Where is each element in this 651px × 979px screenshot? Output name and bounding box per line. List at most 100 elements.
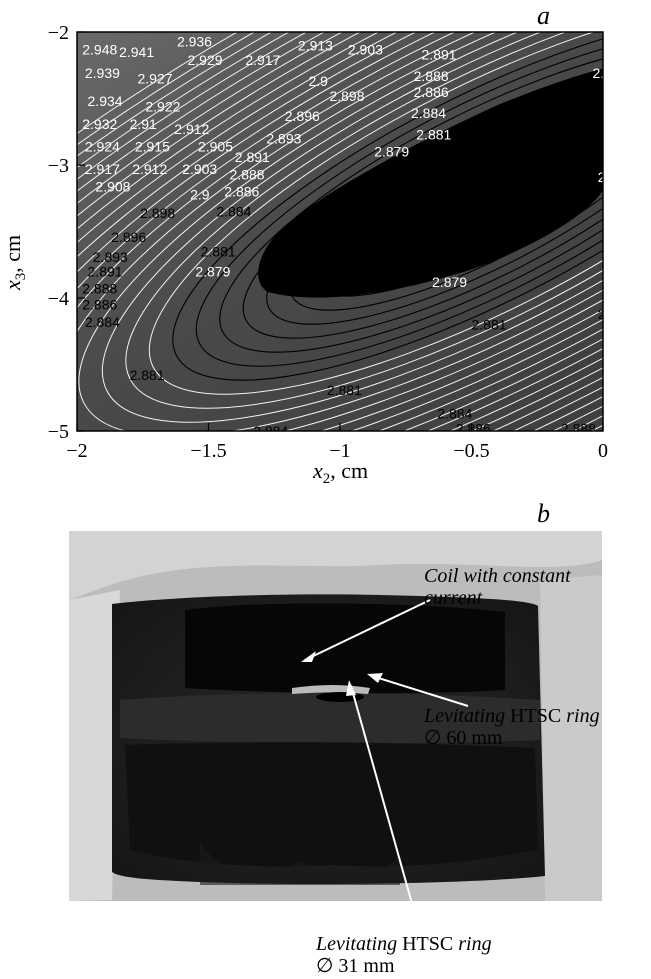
contour-line [195,32,603,367]
contour-label: 2.886 [414,84,449,100]
ring60-label-size: ∅ 60 mm [424,727,503,749]
contour-label: 2.891 [235,149,270,165]
coil-label-line1: Coil with constant [424,565,571,587]
photo-frame-left [69,590,120,901]
contour-labels: 2.948 2.941 2.936 2.929 2.917 2.913 2.903 2.891… [82,33,633,436]
contour-label: 2.884 [598,306,633,322]
x-tick-label: −1.5 [190,440,226,462]
x-axis: −2 −1.5 −1 −0.5 0 [66,423,608,462]
contour-label: 2.936 [177,33,212,49]
x-axis-label-sub: 2 [323,471,331,487]
contour-label: 2.917 [85,161,120,177]
ring31-arrow-head [346,680,356,696]
ring31-label-italic: Levitating [315,933,397,955]
y-tick-label: −4 [48,288,69,310]
contour-label: 2.886 [456,420,491,436]
ring31-label-plain: HTSC [402,933,453,955]
contour-line [77,32,603,431]
contour-line [77,32,603,431]
contour-label: 2.941 [119,44,154,60]
contour-label: 2.884 [411,105,446,121]
contour-line [77,32,603,431]
contour-label: 2.898 [140,205,175,221]
contour-label: 2.917 [245,52,280,68]
y-tick-label: −3 [48,155,69,177]
y-axis-label-sub: 3 [13,273,29,281]
contour-label: 2.927 [137,71,172,87]
contour-label: 2.888 [82,281,117,297]
x-axis-label-unit: , cm [330,458,368,483]
ring60-label-line1: Levitating HTSC ring [423,705,600,727]
ring31-annotation: Levitating HTSC ring ∅ 31 mm [315,680,492,977]
y-tick-label: −5 [48,421,69,443]
contour-label: 2.903 [348,41,383,57]
x-axis-label: x2, cm [312,458,368,487]
contour-line [77,32,603,431]
contour-label: 2.888 [561,420,596,436]
contour-line [77,32,603,431]
contour-label: 2.896 [285,108,320,124]
contour-line [219,43,603,353]
contour-label: 2.948 [82,41,117,57]
contour-lines [77,32,603,431]
contour-label: 2.913 [298,37,333,53]
minimum-region [258,68,603,298]
contour-label: 2.879 [374,144,409,160]
contour-label: 2.8 [598,169,618,185]
y-axis-label-unit: , cm [0,235,25,273]
panel-a-letter: a [537,1,550,30]
ring60-arrow-head [367,673,383,683]
contour-label: 2.891 [422,47,457,63]
photo-bottom-shadow [200,840,400,885]
contour-label: 2.929 [187,52,222,68]
x-tick-label: −0.5 [453,440,489,462]
coil-label-line2: current [424,587,483,609]
contour-label: 2.915 [135,138,170,154]
contour-label: 2.896 [111,229,146,245]
contour-line [77,32,603,431]
contour-label: 2.888 [230,166,265,182]
contour-label: 2.934 [88,93,123,109]
contour-line [77,32,603,431]
photo-ring-band [120,693,540,744]
contour-line [77,32,603,431]
ring60-label-italic: Levitating [423,705,505,727]
contour-label: 2.9 [190,186,210,202]
ring60-label-italic2: ring [566,705,599,727]
contour-label: 2.912 [174,121,209,137]
x-tick-label: −2 [66,440,87,462]
contour-label: 2.924 [85,138,120,154]
contour-line [172,32,603,381]
contour-label: 2.893 [93,249,128,265]
coil-arrow-line [304,599,431,661]
contour-label: 2.87 [592,65,619,81]
contour-label: 2.881 [327,382,362,398]
contour-label: 2.905 [198,138,233,154]
contour-label: 2.932 [82,116,117,132]
contour-line [78,32,603,431]
contour-line [125,32,603,409]
contour-line [77,32,603,431]
photo-frame-right [540,575,602,901]
contour-label: 2.886 [82,297,117,313]
ring31-arrow-line [350,685,419,926]
ring60-label-plain: HTSC [510,705,561,727]
contour-label: 2.893 [266,130,301,146]
ring60-arrow-line [371,675,469,707]
y-axis: −5 −4 −3 −2 [48,22,85,443]
x-axis-label-var: x [312,458,323,483]
contour-line [77,32,603,431]
ring31-label-size: ∅ 31 mm [316,955,395,977]
contour-label: 2.881 [416,126,451,142]
contour-label: 2.881 [472,317,507,333]
contour-line [77,32,603,431]
contour-line [77,32,603,431]
contour-label: 2.898 [329,88,364,104]
contour-label: 2.881 [130,367,165,383]
contour-line [101,32,603,423]
contour-label: 2.884 [437,406,472,422]
contour-label: 2.886 [224,184,259,200]
y-axis-label-var: x [0,280,25,291]
contour-line [77,32,603,431]
photo-small-ring [316,692,364,702]
